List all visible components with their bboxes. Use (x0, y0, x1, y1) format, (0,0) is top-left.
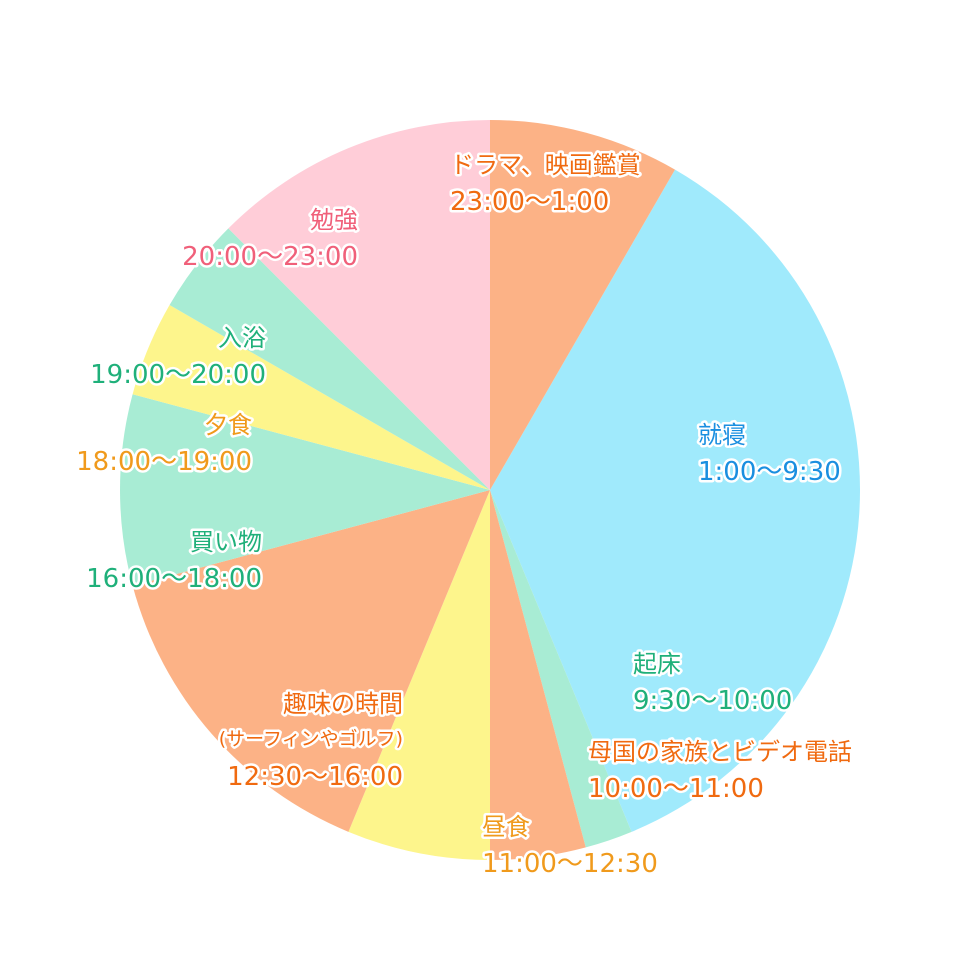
slice-name-label: 勉強 (310, 206, 358, 234)
pie-slice (228, 120, 490, 490)
pie-slice (348, 490, 490, 860)
pie-slice (132, 490, 491, 832)
slice-name-label: 趣味の時間 (283, 690, 403, 718)
slice-time-label: 16:00〜18:00 (86, 564, 262, 594)
slice-name-label: ドラマ、映画鑑賞 (450, 151, 641, 179)
slice-sub-label: (サーフィンやゴルフ) (219, 728, 403, 750)
slice-time-label: 23:00〜1:00 (450, 187, 609, 217)
slice-name-label: 母国の家族とビデオ電話 (588, 738, 852, 766)
pie-slice (490, 120, 675, 490)
slice-name-label: 就寝 (698, 421, 746, 449)
pie-slice (490, 490, 632, 848)
slice-time-label: 1:00〜9:30 (698, 457, 841, 487)
pie-slice (490, 490, 586, 860)
slice-name-label: 昼食 (482, 813, 530, 841)
pie-slices (120, 120, 861, 860)
pie-labels: 就寝 1:00〜9:30 起床 9:30〜10:00 母国の家族とビデオ電話 10:00〜… (74, 149, 855, 882)
pie-slice (120, 394, 490, 586)
slice-time-label: 20:00〜23:00 (182, 242, 358, 272)
slice-name-label: 入浴 (218, 324, 266, 352)
slice-name-label: 起床 (633, 650, 681, 678)
pie-slice (169, 228, 490, 490)
slice-time-label: 9:30〜10:00 (633, 686, 792, 716)
slice-time-label: 11:00〜12:30 (482, 849, 658, 879)
slice-name-label: 夕食 (204, 411, 252, 439)
slice-time-label: 12:30〜16:00 (227, 762, 403, 792)
pie-slice (490, 169, 861, 832)
slice-time-label: 19:00〜20:00 (90, 360, 266, 390)
slice-name-label: 買い物 (190, 528, 262, 556)
slice-time-label: 10:00〜11:00 (588, 774, 764, 804)
pie-slice (132, 305, 491, 490)
slice-time-label: 18:00〜19:00 (76, 447, 252, 477)
